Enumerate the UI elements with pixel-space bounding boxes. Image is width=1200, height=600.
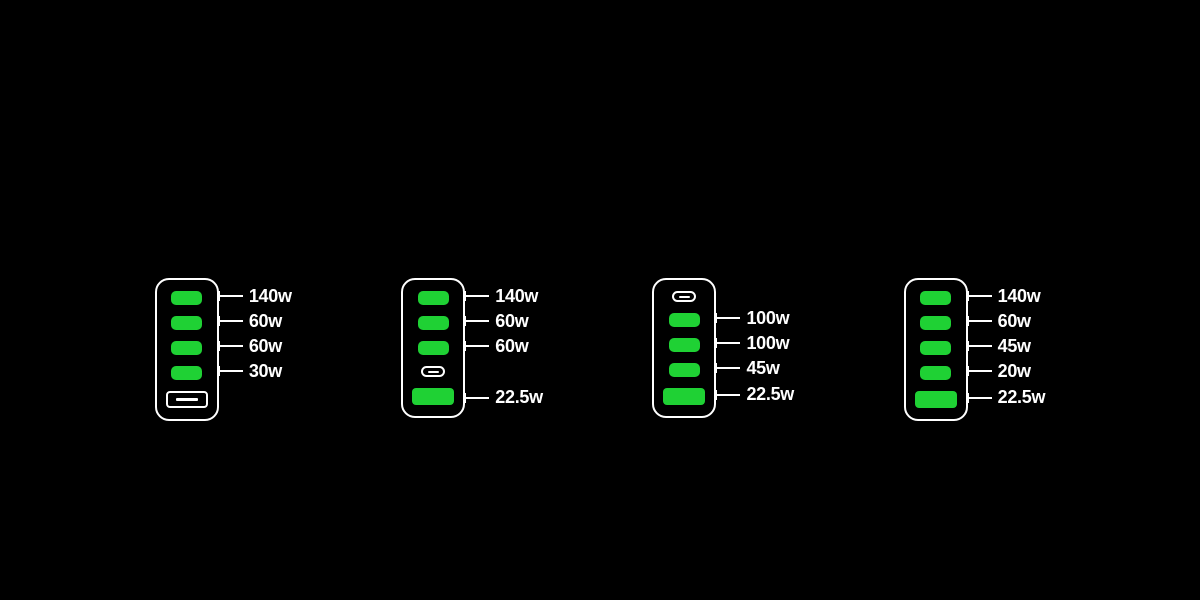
port-label-row: 30w xyxy=(219,364,292,378)
port-label-row: 45w xyxy=(716,361,794,375)
wattage-label: 60w xyxy=(495,336,528,357)
usbc-port-icon xyxy=(171,316,202,330)
connector-line-icon xyxy=(968,370,992,372)
wattage-label: 60w xyxy=(249,311,282,332)
port-label-row: 100w xyxy=(716,311,794,325)
charger-unit-2: 140w 60w 60w 22.5w xyxy=(401,278,543,418)
wattage-label: 140w xyxy=(495,286,538,307)
wattage-label: 60w xyxy=(495,311,528,332)
labels-column: 140w 60w 60w 30w xyxy=(219,278,292,389)
port-label-row: 100w xyxy=(716,336,794,350)
labels-column: 100w 100w 45w 22.5w xyxy=(716,278,794,403)
charger-unit-4: 140w 60w 45w 20w 22.5w xyxy=(904,278,1046,421)
connector-line-icon xyxy=(716,394,740,396)
charger-body xyxy=(155,278,219,421)
connector-line-icon xyxy=(219,370,243,372)
port-label-row: 60w xyxy=(219,339,292,353)
usbc-port-icon xyxy=(920,316,951,330)
usbc-port-icon xyxy=(418,316,449,330)
usbc-port-icon xyxy=(418,291,449,305)
wattage-label: 100w xyxy=(746,333,789,354)
connector-line-icon xyxy=(968,397,992,399)
charger-body xyxy=(401,278,465,418)
port-label-row: 20w xyxy=(968,364,1046,378)
charger-unit-1: 140w 60w 60w 30w xyxy=(155,278,292,421)
wattage-label: 22.5w xyxy=(998,387,1046,408)
port-label-row: 60w xyxy=(968,314,1046,328)
usba-port-icon xyxy=(166,391,208,408)
wattage-label: 30w xyxy=(249,361,282,382)
label-spacer xyxy=(716,289,794,300)
connector-line-icon xyxy=(968,345,992,347)
port-label-row: 140w xyxy=(465,289,543,303)
port-label-row: 140w xyxy=(219,289,292,303)
port-label-row: 60w xyxy=(219,314,292,328)
wattage-label: 22.5w xyxy=(746,384,794,405)
wattage-label: 20w xyxy=(998,361,1031,382)
connector-line-icon xyxy=(716,367,740,369)
charger-body xyxy=(904,278,968,421)
usbc-port-icon xyxy=(669,338,700,352)
connector-line-icon xyxy=(716,317,740,319)
charger-body xyxy=(652,278,716,418)
usbc-port-icon xyxy=(920,366,951,380)
usba-port-icon xyxy=(915,391,957,408)
connector-line-icon xyxy=(465,295,489,297)
wattage-label: 22.5w xyxy=(495,387,543,408)
connector-line-icon xyxy=(219,295,243,297)
wattage-label: 45w xyxy=(746,358,779,379)
usbc-port-icon xyxy=(669,313,700,327)
wattage-label: 140w xyxy=(249,286,292,307)
connector-line-icon xyxy=(465,345,489,347)
port-label-row: 60w xyxy=(465,314,543,328)
wattage-label: 60w xyxy=(249,336,282,357)
usbc-port-icon xyxy=(418,341,449,355)
charger-unit-3: 100w 100w 45w 22.5w xyxy=(652,278,794,418)
usbc-port-icon xyxy=(171,291,202,305)
connector-line-icon xyxy=(968,320,992,322)
wattage-label: 140w xyxy=(998,286,1041,307)
port-label-row: 45w xyxy=(968,339,1046,353)
label-spacer xyxy=(465,364,543,378)
wattage-label: 100w xyxy=(746,308,789,329)
usbc-port-icon xyxy=(920,341,951,355)
usbc-port-icon xyxy=(920,291,951,305)
usbc-port-icon xyxy=(421,366,445,377)
usbc-port-icon xyxy=(672,291,696,302)
usbc-port-icon xyxy=(669,363,700,377)
usbc-port-icon xyxy=(171,366,202,380)
port-label-row: 140w xyxy=(968,289,1046,303)
labels-column: 140w 60w 45w 20w 22.5w xyxy=(968,278,1046,406)
connector-line-icon xyxy=(465,397,489,399)
connector-line-icon xyxy=(465,320,489,322)
connector-line-icon xyxy=(716,342,740,344)
usbc-port-icon xyxy=(171,341,202,355)
connector-line-icon xyxy=(219,320,243,322)
wattage-label: 45w xyxy=(998,336,1031,357)
port-label-row: 22.5w xyxy=(968,389,1046,406)
connector-line-icon xyxy=(968,295,992,297)
wattage-label: 60w xyxy=(998,311,1031,332)
port-label-row: 22.5w xyxy=(465,389,543,406)
chargers-row: 140w 60w 60w 30w 140w 60w 60w 22.5w xyxy=(0,278,1200,421)
usba-port-icon xyxy=(663,388,705,405)
usba-port-icon xyxy=(412,388,454,405)
labels-column: 140w 60w 60w 22.5w xyxy=(465,278,543,406)
port-label-row: 22.5w xyxy=(716,386,794,403)
connector-line-icon xyxy=(219,345,243,347)
port-label-row: 60w xyxy=(465,339,543,353)
